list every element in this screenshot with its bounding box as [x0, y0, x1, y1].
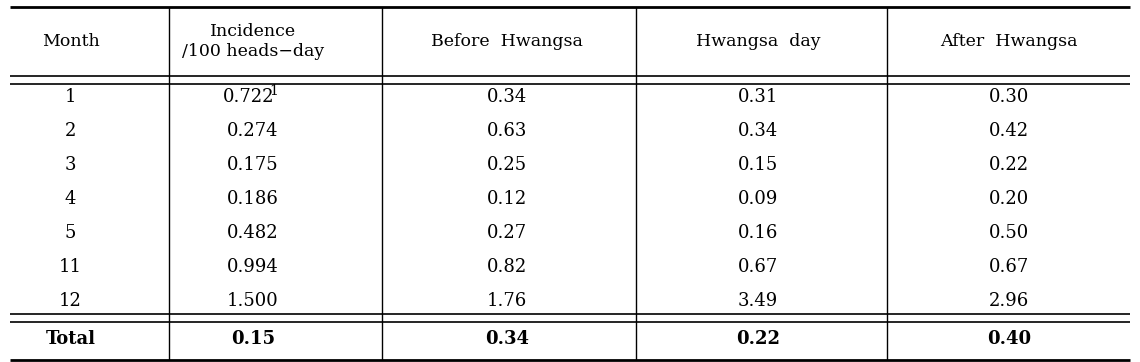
Text: 2.96: 2.96 — [988, 292, 1029, 310]
Text: 2: 2 — [65, 122, 76, 140]
Text: 0.82: 0.82 — [487, 258, 528, 276]
Text: 0.67: 0.67 — [988, 258, 1029, 276]
Text: 0.20: 0.20 — [988, 190, 1029, 208]
Text: Total: Total — [46, 330, 96, 348]
Text: 1: 1 — [269, 84, 278, 98]
Text: 0.15: 0.15 — [738, 156, 779, 174]
Text: Incidence
/100 heads−day: Incidence /100 heads−day — [182, 22, 324, 60]
Text: 3: 3 — [65, 156, 76, 174]
Text: 0.31: 0.31 — [738, 88, 779, 106]
Text: 0.50: 0.50 — [988, 224, 1029, 242]
Text: 0.63: 0.63 — [487, 122, 528, 140]
Text: 0.994: 0.994 — [227, 258, 279, 276]
Text: 4: 4 — [65, 190, 76, 208]
Text: 0.34: 0.34 — [738, 122, 779, 140]
Text: 1.76: 1.76 — [487, 292, 528, 310]
Text: 3.49: 3.49 — [738, 292, 779, 310]
Text: 0.22: 0.22 — [988, 156, 1029, 174]
Text: 0.274: 0.274 — [227, 122, 279, 140]
Text: 0.67: 0.67 — [738, 258, 779, 276]
Text: Month: Month — [42, 33, 99, 50]
Text: 1: 1 — [65, 88, 76, 106]
Text: 5: 5 — [65, 224, 76, 242]
Text: 0.34: 0.34 — [486, 330, 529, 348]
Text: 1.500: 1.500 — [227, 292, 279, 310]
Text: 0.25: 0.25 — [487, 156, 528, 174]
Text: 0.09: 0.09 — [738, 190, 779, 208]
Text: 0.27: 0.27 — [487, 224, 528, 242]
Text: 0.15: 0.15 — [231, 330, 275, 348]
Text: 12: 12 — [59, 292, 82, 310]
Text: 0.40: 0.40 — [987, 330, 1031, 348]
Text: 0.722: 0.722 — [223, 88, 275, 106]
Text: Before  Hwangsa: Before Hwangsa — [431, 33, 584, 50]
Text: 0.30: 0.30 — [988, 88, 1029, 106]
Text: Hwangsa  day: Hwangsa day — [695, 33, 821, 50]
Text: 0.42: 0.42 — [988, 122, 1029, 140]
Text: 0.482: 0.482 — [227, 224, 279, 242]
Text: 0.175: 0.175 — [227, 156, 279, 174]
Text: 0.22: 0.22 — [736, 330, 780, 348]
Text: 11: 11 — [59, 258, 82, 276]
Text: 0.34: 0.34 — [487, 88, 528, 106]
Text: 0.16: 0.16 — [738, 224, 779, 242]
Text: 0.186: 0.186 — [227, 190, 279, 208]
Text: After  Hwangsa: After Hwangsa — [940, 33, 1077, 50]
Text: 0.12: 0.12 — [487, 190, 528, 208]
